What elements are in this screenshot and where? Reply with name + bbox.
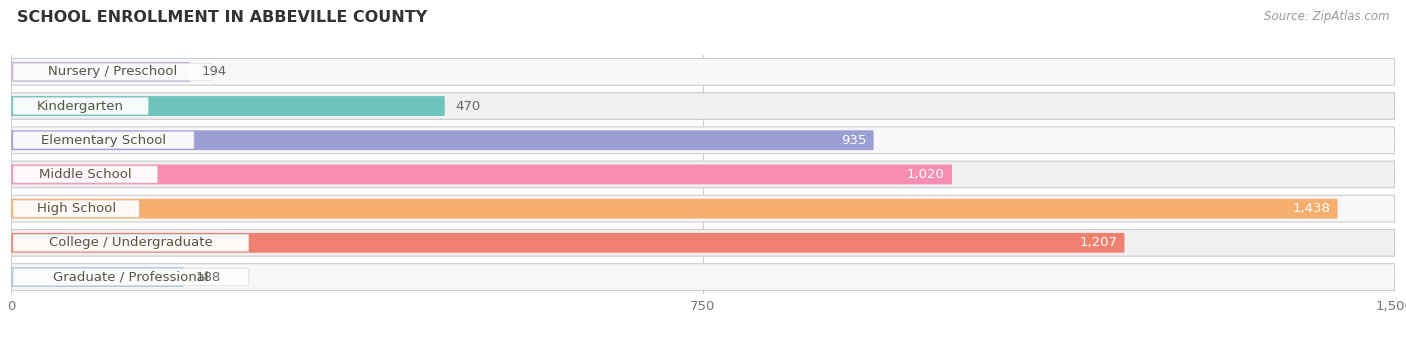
FancyBboxPatch shape <box>11 233 1125 253</box>
FancyBboxPatch shape <box>11 62 190 82</box>
Text: College / Undergraduate: College / Undergraduate <box>49 236 212 249</box>
FancyBboxPatch shape <box>11 127 1395 154</box>
FancyBboxPatch shape <box>11 229 1395 256</box>
FancyBboxPatch shape <box>13 268 249 286</box>
Text: Source: ZipAtlas.com: Source: ZipAtlas.com <box>1264 10 1389 23</box>
Text: Kindergarten: Kindergarten <box>37 100 124 113</box>
Text: 194: 194 <box>201 65 226 78</box>
Text: High School: High School <box>37 202 115 215</box>
FancyBboxPatch shape <box>11 264 1395 290</box>
Text: 1,207: 1,207 <box>1080 236 1118 249</box>
Text: 188: 188 <box>195 271 221 284</box>
Text: 935: 935 <box>841 134 866 147</box>
FancyBboxPatch shape <box>13 234 249 251</box>
FancyBboxPatch shape <box>13 63 212 80</box>
FancyBboxPatch shape <box>11 161 1395 188</box>
FancyBboxPatch shape <box>13 166 157 183</box>
Text: 1,438: 1,438 <box>1292 202 1330 215</box>
FancyBboxPatch shape <box>13 132 194 149</box>
Text: SCHOOL ENROLLMENT IN ABBEVILLE COUNTY: SCHOOL ENROLLMENT IN ABBEVILLE COUNTY <box>17 10 427 25</box>
FancyBboxPatch shape <box>11 199 1337 219</box>
Text: Nursery / Preschool: Nursery / Preschool <box>48 65 177 78</box>
Text: Graduate / Professional: Graduate / Professional <box>53 271 208 284</box>
Text: Middle School: Middle School <box>39 168 132 181</box>
Text: 470: 470 <box>456 100 481 113</box>
Text: Elementary School: Elementary School <box>41 134 166 147</box>
FancyBboxPatch shape <box>13 97 148 115</box>
Text: 1,020: 1,020 <box>907 168 945 181</box>
FancyBboxPatch shape <box>11 58 1395 85</box>
FancyBboxPatch shape <box>11 165 952 184</box>
FancyBboxPatch shape <box>11 96 444 116</box>
FancyBboxPatch shape <box>11 130 873 150</box>
FancyBboxPatch shape <box>11 93 1395 119</box>
FancyBboxPatch shape <box>11 195 1395 222</box>
FancyBboxPatch shape <box>11 267 184 287</box>
FancyBboxPatch shape <box>13 200 139 217</box>
